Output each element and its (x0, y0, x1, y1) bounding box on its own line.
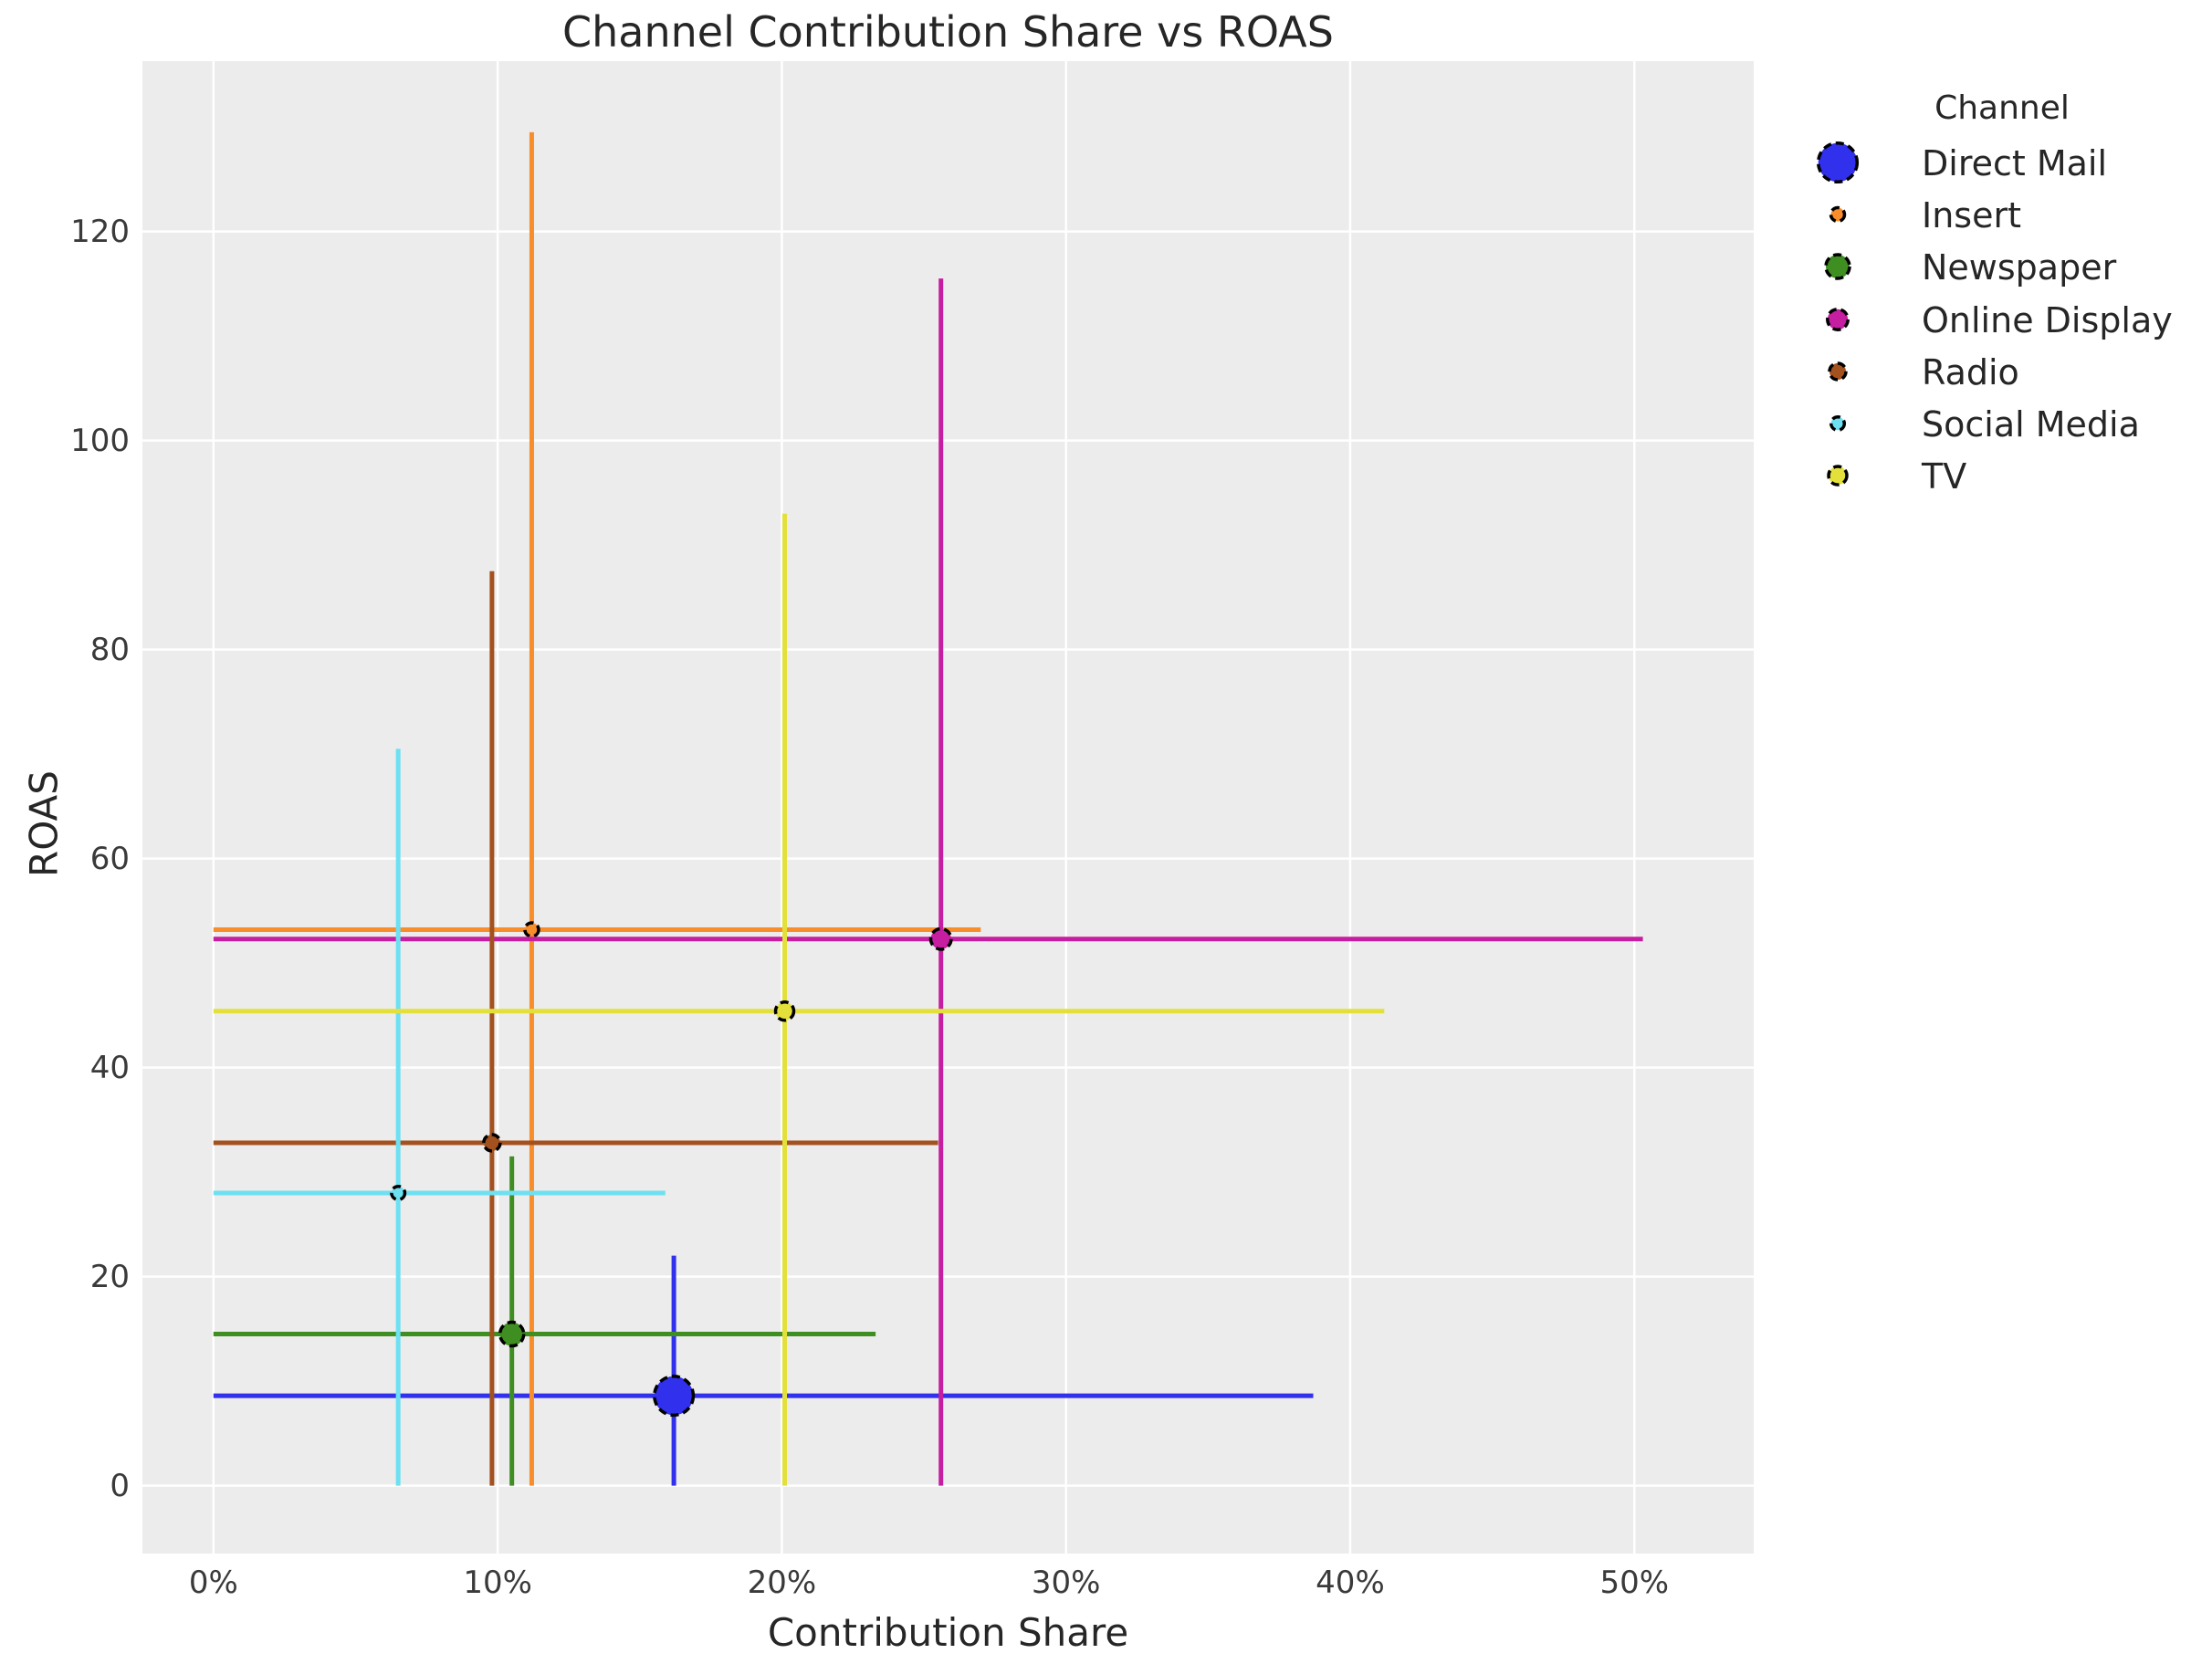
legend-item-online-display: Online Display (1812, 294, 2205, 347)
legend-item-tv: TV (1812, 450, 2205, 503)
y-tick-label-0: 0 (110, 1467, 130, 1504)
legend-marker-newspaper-icon (1812, 241, 1907, 294)
data-point-direct-mail (653, 1375, 696, 1418)
legend-marker-tv-icon (1812, 450, 1907, 503)
legend-marker-social-media-icon (1812, 398, 1907, 451)
legend-marker-online-display-icon (1812, 294, 1907, 347)
legend-item-radio: Radio (1812, 346, 2205, 399)
legend-item-label: Direct Mail (1922, 143, 2108, 183)
chart-title: Channel Contribution Share vs ROAS (562, 7, 1334, 57)
plot-area (142, 61, 1754, 1554)
data-point-social-media (390, 1184, 407, 1202)
data-point-online-display (928, 926, 953, 951)
legend-marker-insert-svg (1829, 205, 1847, 224)
legend-item-label: Social Media (1922, 404, 2140, 445)
legend-marker-radio-circle (1828, 361, 1848, 382)
legend-marker-newspaper-svg (1824, 253, 1851, 281)
legend-marker-radio-icon (1812, 346, 1907, 399)
legend-marker-radio-svg (1828, 361, 1848, 382)
legend-item-social-media: Social Media (1812, 398, 2205, 451)
legend-item-label: Online Display (1922, 299, 2173, 340)
x-tick-label-0: 0% (188, 1565, 238, 1601)
legend-marker-social-media-circle (1829, 414, 1847, 433)
y-tick-label-60: 60 (89, 840, 130, 877)
data-point-tv (773, 1000, 796, 1022)
x-axis-label: Contribution Share (767, 1610, 1129, 1655)
legend-item-newspaper: Newspaper (1812, 241, 2205, 294)
data-point-radio (482, 1133, 502, 1153)
x-tick-label-30: 30% (1031, 1565, 1101, 1601)
data-point-newspaper (498, 1320, 526, 1348)
legend-item-direct-mail: Direct Mail (1812, 137, 2205, 190)
x-tick-label-50: 50% (1599, 1565, 1670, 1601)
legend-item-insert: Insert (1812, 189, 2205, 242)
y-tick-label-100: 100 (70, 422, 130, 459)
legend-marker-tv-svg (1827, 465, 1849, 487)
legend-marker-tv-circle (1827, 465, 1849, 487)
legend-marker-newspaper-circle (1824, 253, 1851, 281)
x-tick-label-40: 40% (1316, 1565, 1385, 1601)
y-tick-label-120: 120 (70, 213, 130, 250)
legend-item-label: Newspaper (1922, 247, 2117, 288)
x-tick-label-20: 20% (747, 1565, 817, 1601)
legend-marker-direct-mail-circle (1816, 141, 1860, 184)
data-point-insert (523, 921, 540, 938)
y-axis-label: ROAS (21, 770, 67, 877)
legend-title: Channel (1934, 89, 2070, 127)
x-tick-label-10: 10% (463, 1565, 532, 1601)
legend-marker-online-display-circle (1826, 307, 1850, 331)
legend-marker-direct-mail-icon (1812, 137, 1907, 190)
y-tick-label-80: 80 (89, 631, 130, 668)
legend-item-label: TV (1922, 456, 1967, 497)
legend-marker-insert-circle (1829, 205, 1847, 224)
legend-marker-social-media-svg (1829, 414, 1847, 433)
legend-item-label: Insert (1922, 195, 2021, 236)
legend-marker-online-display-svg (1826, 307, 1850, 331)
legend-item-label: Radio (1922, 351, 2019, 392)
y-tick-label-20: 20 (89, 1258, 130, 1295)
legend-marker-insert-icon (1812, 189, 1907, 242)
y-tick-label-40: 40 (89, 1049, 130, 1086)
legend-marker-direct-mail-svg (1816, 141, 1860, 184)
